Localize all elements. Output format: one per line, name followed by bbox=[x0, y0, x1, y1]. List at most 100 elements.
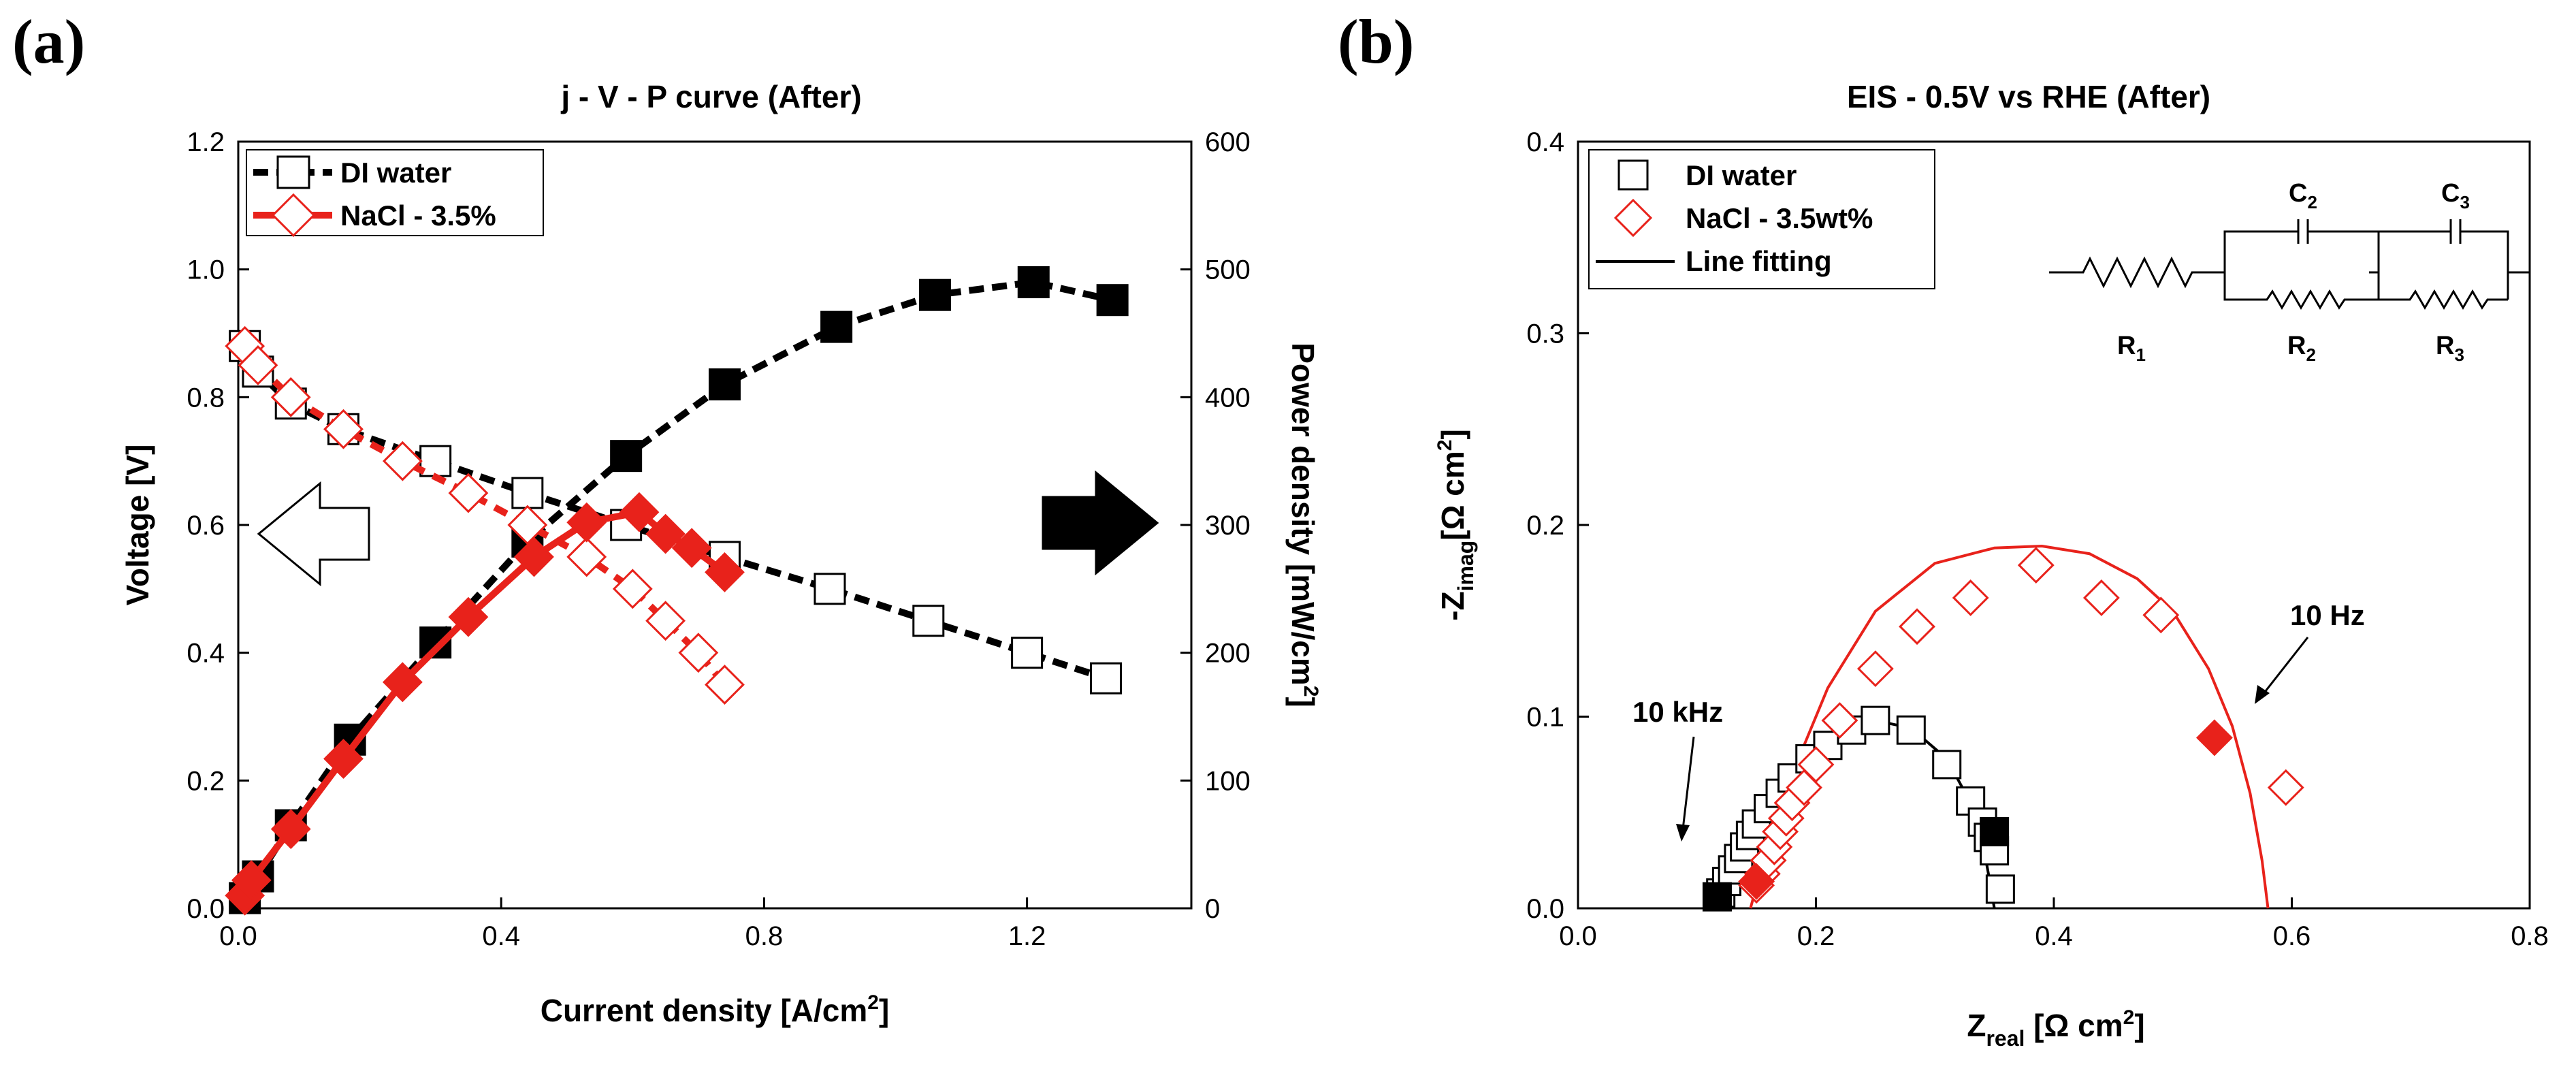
data-point-1-11 bbox=[1096, 284, 1129, 317]
chart-a-series bbox=[225, 266, 1129, 916]
x-tick-label: 0.0 bbox=[1559, 921, 1597, 951]
legend-label-di: DI water bbox=[340, 157, 451, 189]
data-point-2-10 bbox=[678, 633, 719, 673]
y2-tick-label: 0 bbox=[1205, 894, 1220, 924]
x-tick-label: 0.6 bbox=[2273, 921, 2311, 951]
data-point-1-6 bbox=[610, 440, 643, 473]
data-point-3-4 bbox=[382, 662, 423, 703]
wire-c2-top-right bbox=[2308, 230, 2380, 300]
annotation-10khz-arrow bbox=[1681, 736, 1695, 830]
chart-b-series bbox=[1702, 544, 2304, 912]
data-point-3-10 bbox=[671, 528, 712, 569]
data-point-b-0-14 bbox=[1896, 715, 1926, 745]
chart-b-ylabel: -Zimag[Ω cm2] bbox=[1434, 429, 1478, 621]
label-r1: R1 bbox=[2117, 332, 2146, 365]
data-point-3-9 bbox=[645, 513, 686, 554]
data-point-b-2-14 bbox=[2082, 579, 2120, 616]
chart-a-legend: DI water NaCl - 3.5% bbox=[246, 149, 544, 238]
data-point-b-0-15 bbox=[1932, 750, 1962, 780]
data-point-3-3 bbox=[323, 739, 364, 779]
x-tick-label: 0.0 bbox=[219, 921, 257, 951]
right-arrow-filled bbox=[1042, 470, 1159, 576]
chart-b-title: EIS - 0.5V vs RHE (After) bbox=[1847, 79, 2210, 114]
y2-tick-label: 200 bbox=[1205, 639, 1251, 669]
chart-a: j - V - P curve (After) 0.0 0.4 0.8 1.20.00… bbox=[120, 79, 1322, 1028]
chart-a-ticks: 0.0 0.4 0.8 1.2 0.0 0.2 0.4 0.6 0.8 1.0 1.2 0 100 200… bbox=[187, 127, 1250, 951]
data-point-2-9 bbox=[645, 601, 686, 641]
y-tick-label: 0.2 bbox=[1526, 511, 1564, 541]
annotation-10hz-arrow bbox=[2261, 637, 2309, 695]
data-point-3-2 bbox=[270, 809, 311, 850]
data-point-1-7 bbox=[708, 368, 741, 401]
data-point-1-9 bbox=[918, 278, 951, 311]
data-point-b-2-16 bbox=[2267, 769, 2304, 806]
data-point-b-0-20 bbox=[1985, 874, 2015, 904]
y-tick-label: 1.2 bbox=[187, 127, 225, 157]
chart-b: EIS - 0.5V vs RHE (After) 0.0 0.2 0.4 0.6 0.… bbox=[1434, 79, 2549, 1051]
y-tick-label: 0.1 bbox=[1526, 703, 1564, 733]
label-r2: R2 bbox=[2287, 332, 2316, 365]
data-point-b-2-11 bbox=[1899, 608, 1935, 645]
chart-b-legend: DI water NaCl - 3.5wt% Line fitting bbox=[1588, 149, 1935, 289]
data-point-b-3-0 bbox=[1738, 863, 1775, 900]
y2-tick-label: 400 bbox=[1205, 383, 1251, 413]
annotation-10hz-arrowhead bbox=[2255, 685, 2270, 704]
x-tick-label: 0.8 bbox=[745, 921, 784, 951]
resistor-r1 bbox=[2049, 256, 2225, 289]
annotation-10hz: 10 Hz bbox=[2290, 599, 2365, 631]
x-tick-label: 0.4 bbox=[2035, 921, 2073, 951]
y-tick-label: 0.0 bbox=[1526, 894, 1564, 924]
x-tick-label: 1.2 bbox=[1008, 921, 1046, 951]
data-point-b-2-13 bbox=[2017, 547, 2055, 584]
data-point-0-4 bbox=[419, 445, 452, 477]
data-point-b-2-10 bbox=[1856, 650, 1894, 688]
legend-label-di-b: DI water bbox=[1686, 159, 1797, 191]
data-point-2-11 bbox=[705, 665, 745, 705]
y-tick-label: 0.8 bbox=[187, 383, 225, 413]
data-point-b-1-0 bbox=[1702, 882, 1732, 912]
resistor-r2 bbox=[2223, 272, 2379, 310]
series-line-1 bbox=[242, 278, 1114, 900]
legend-marker-nacl bbox=[271, 193, 316, 238]
data-point-3-11 bbox=[705, 552, 745, 592]
series-line-0 bbox=[242, 344, 1108, 682]
y-tick-label: 0.6 bbox=[187, 511, 225, 541]
data-point-1-8 bbox=[820, 310, 853, 343]
data-point-2-1 bbox=[238, 345, 278, 385]
wire-c3-top-right bbox=[2460, 230, 2509, 300]
y2-tick-label: 100 bbox=[1205, 766, 1251, 796]
data-point-2-2 bbox=[270, 377, 311, 417]
chart-a-y2label: Power density [mW/cm2] bbox=[1285, 342, 1322, 707]
data-point-0-8 bbox=[814, 573, 846, 605]
data-point-b-0-13 bbox=[1861, 705, 1890, 735]
chart-a-xlabel: Current density [A/cm2] bbox=[541, 991, 890, 1028]
wire-c2-top-left bbox=[2223, 230, 2298, 272]
label-c3: C3 bbox=[2441, 179, 2470, 212]
y-tick-label: 0.2 bbox=[187, 766, 225, 796]
left-arrow-open bbox=[257, 481, 370, 587]
panel-label-a: (a) bbox=[12, 7, 85, 76]
data-point-3-6 bbox=[514, 537, 554, 577]
data-point-b-3-1 bbox=[2195, 719, 2233, 756]
y-tick-label: 0.3 bbox=[1526, 319, 1564, 349]
wire-c3-top-left bbox=[2377, 230, 2451, 272]
data-point-0-9 bbox=[912, 605, 945, 637]
y-tick-label: 0.4 bbox=[187, 639, 225, 669]
y-tick-label: 1.0 bbox=[187, 255, 225, 285]
annotation-10khz-arrowhead bbox=[1676, 824, 1690, 842]
data-point-3-1 bbox=[231, 860, 272, 901]
annotation-10khz: 10 kHz bbox=[1632, 696, 1723, 728]
circuit-labels: R1 R2 R3 C2 C3 bbox=[2117, 179, 2470, 365]
y2-tick-label: 500 bbox=[1205, 255, 1251, 285]
legend-label-fit: Line fitting bbox=[1686, 245, 1832, 277]
data-point-3-8 bbox=[619, 492, 660, 532]
data-point-3-7 bbox=[566, 502, 607, 543]
data-point-2-3 bbox=[323, 409, 364, 449]
y-tick-label: 0.4 bbox=[1526, 127, 1564, 157]
data-point-2-4 bbox=[382, 441, 423, 481]
panel-label-b: (b) bbox=[1338, 7, 1414, 76]
x-tick-label: 0.4 bbox=[482, 921, 520, 951]
data-point-b-2-9 bbox=[1821, 702, 1858, 739]
chart-b-xlabel: Zreal [Ω cm2] bbox=[1967, 1006, 2144, 1051]
